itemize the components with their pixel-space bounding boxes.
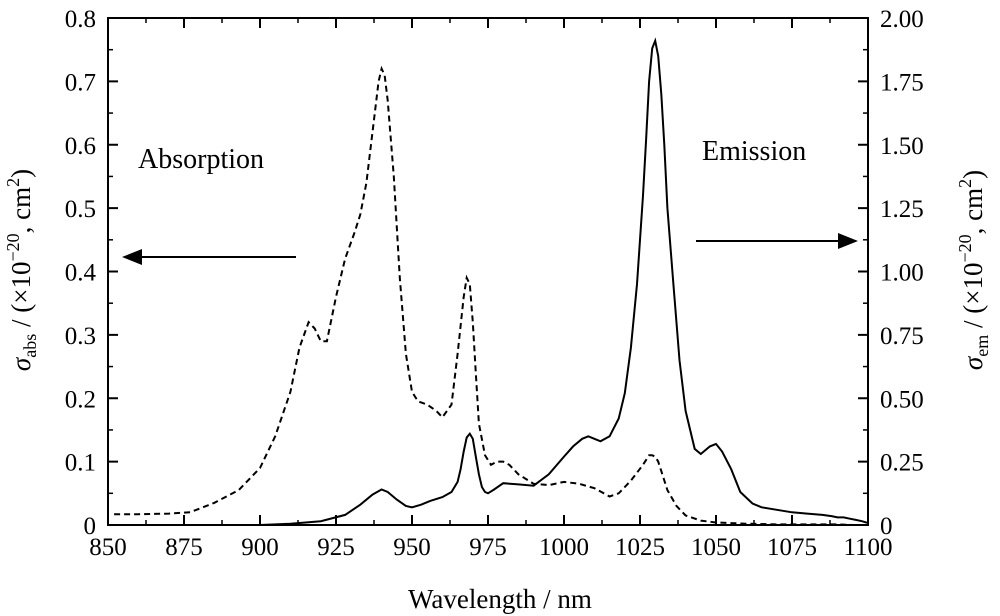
left-y-axis-symbol: σ: [6, 356, 36, 371]
left-y-tick-label: 0.3: [65, 323, 96, 350]
right-y-axis-superscript: −20: [955, 234, 975, 262]
right-y-tick-label: 2.00: [880, 6, 924, 33]
x-tick-label: 900: [241, 534, 279, 561]
right-y-axis-tail: , cm: [958, 188, 988, 235]
axis-tick-labels: 850 875 900 925 950 975 1000 1025 1050 1075 110000…: [65, 6, 924, 561]
x-tick-label: 1075: [767, 534, 817, 561]
right-y-tick-label: 0: [880, 513, 893, 540]
emission-arrow: [696, 233, 858, 249]
left-y-axis-subscript: abs: [20, 334, 40, 358]
left-y-tick-label: 0.5: [65, 196, 96, 223]
absorption-series-line: [114, 65, 868, 526]
x-tick-label: 925: [317, 534, 355, 561]
emission-series-line: [259, 37, 869, 526]
left-y-axis-tail: , cm: [6, 187, 36, 234]
plot-frame: [107, 17, 869, 526]
left-y-tick-label: 0.4: [65, 260, 97, 287]
left-y-tick-label: 0.8: [65, 6, 96, 33]
right-y-axis-superscript-2: 2: [955, 179, 975, 188]
right-y-tick-label: 1.75: [880, 69, 924, 96]
absorption-label: Absorption: [138, 144, 264, 175]
absorption-arrow: [122, 249, 296, 265]
left-y-axis-text: / (×10: [6, 262, 36, 334]
x-axis-title: Wavelength / nm: [408, 584, 592, 614]
left-y-tick-label: 0.1: [65, 450, 96, 477]
x-tick-label: 875: [165, 534, 203, 561]
left-y-tick-label: 0.6: [65, 133, 96, 160]
x-tick-label: 850: [89, 534, 127, 561]
axis-ticks: [107, 17, 869, 526]
right-y-tick-label: 1.50: [880, 133, 924, 160]
right-y-tick-label: 1.25: [880, 196, 924, 223]
left-y-axis-superscript: −20: [3, 233, 23, 261]
left-y-axis-close: ): [6, 169, 36, 178]
left-y-tick-label: 0: [84, 513, 97, 540]
x-tick-label: 1000: [539, 534, 589, 561]
left-y-tick-label: 0.7: [65, 69, 96, 96]
x-tick-label: 1025: [615, 534, 665, 561]
right-y-axis-text: / (×10: [958, 263, 988, 335]
left-y-axis-superscript-2: 2: [3, 178, 23, 187]
right-y-tick-label: 0.25: [880, 450, 924, 477]
x-tick-label: 950: [393, 534, 431, 561]
right-y-axis-close: ): [958, 170, 988, 179]
right-y-axis-title: σem / (×10−20, cm2): [955, 170, 992, 370]
x-tick-label: 1100: [843, 534, 892, 561]
emission-label: Emission: [702, 136, 806, 167]
x-tick-label: 1050: [691, 534, 741, 561]
right-y-tick-label: 1.00: [880, 260, 924, 287]
plot-area: 850 875 900 925 950 975 1000 1025 1050 1075 110000…: [65, 6, 924, 561]
left-y-axis-title: σabs / (×10−20, cm2): [3, 169, 40, 371]
right-y-tick-label: 0.75: [880, 323, 924, 350]
right-y-axis-subscript: em: [972, 335, 992, 357]
right-y-tick-label: 0.50: [880, 386, 924, 413]
right-y-axis-symbol: σ: [958, 355, 988, 370]
x-tick-label: 975: [469, 534, 507, 561]
left-y-tick-label: 0.2: [65, 386, 96, 413]
